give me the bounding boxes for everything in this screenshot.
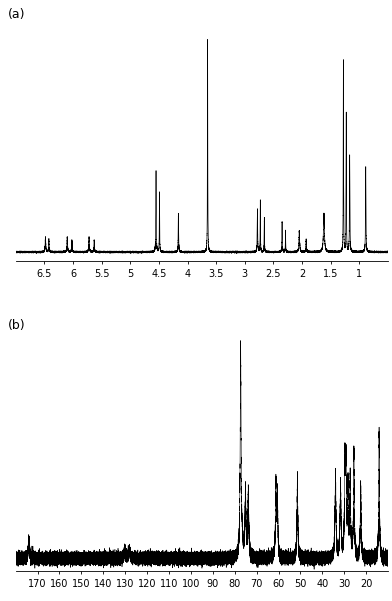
- Text: (b): (b): [8, 319, 26, 332]
- Text: (a): (a): [8, 8, 26, 21]
